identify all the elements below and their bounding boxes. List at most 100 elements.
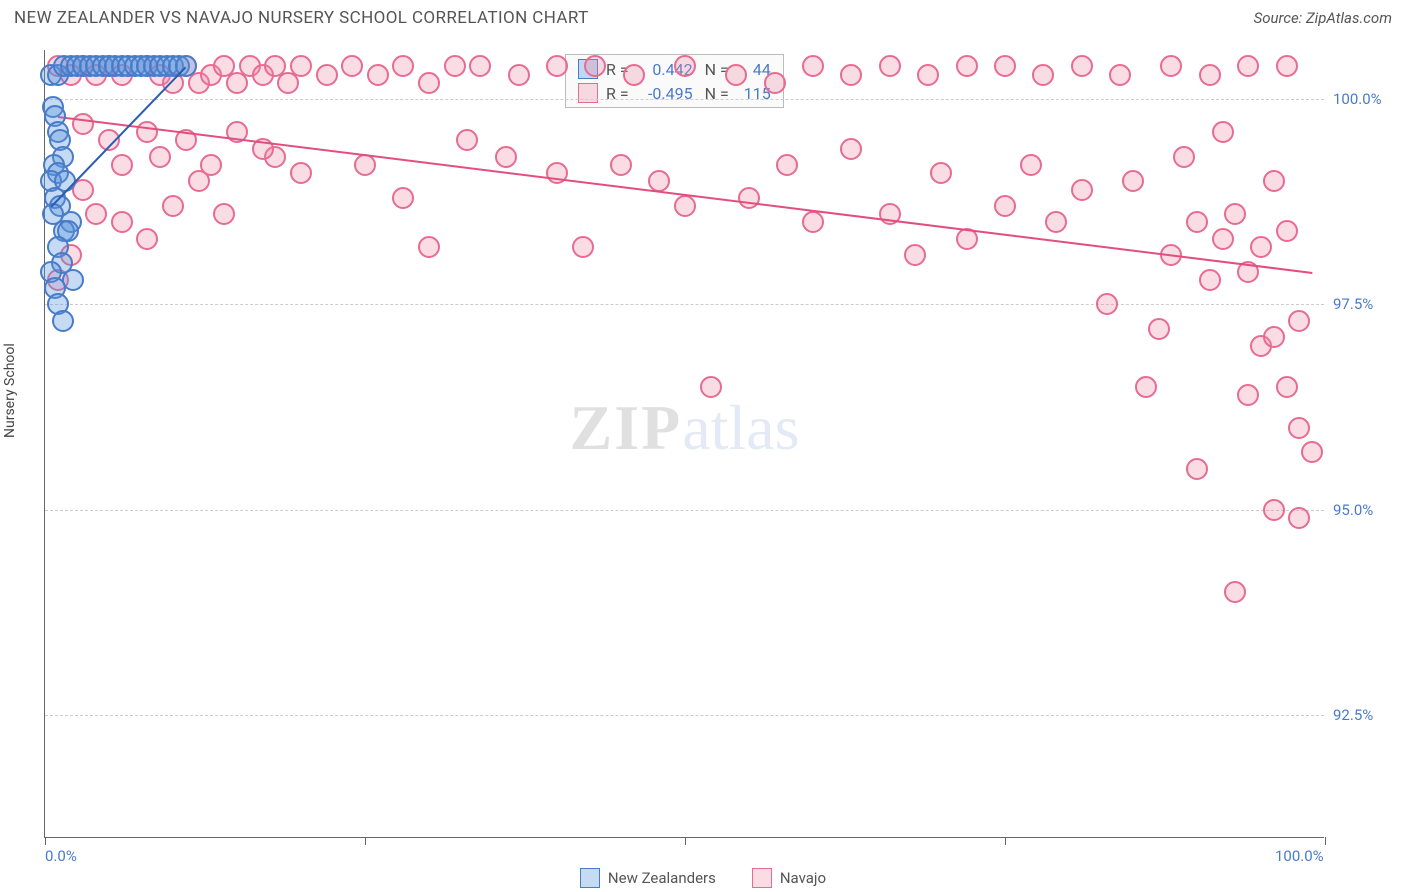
scatter-point bbox=[994, 55, 1016, 77]
scatter-point bbox=[802, 55, 824, 77]
scatter-point bbox=[1276, 376, 1298, 398]
scatter-point bbox=[1288, 310, 1310, 332]
stats-row: R =-0.495 N =115 bbox=[566, 81, 783, 105]
legend-item: New Zealanders bbox=[580, 868, 716, 888]
scatter-point bbox=[1224, 203, 1246, 225]
scatter-point bbox=[1288, 507, 1310, 529]
scatter-point bbox=[162, 195, 184, 217]
legend-swatch bbox=[580, 868, 600, 888]
scatter-point bbox=[1109, 64, 1131, 86]
scatter-point bbox=[1199, 269, 1221, 291]
scatter-point bbox=[674, 55, 696, 77]
scatter-point bbox=[456, 129, 478, 151]
y-gridline bbox=[45, 715, 1324, 716]
scatter-point bbox=[392, 187, 414, 209]
chart-plot-area: ZIPatlas R =0.442 N =44R =-0.495 N =115 … bbox=[44, 50, 1324, 838]
x-axis-min-label: 0.0% bbox=[45, 847, 77, 865]
scatter-point bbox=[111, 154, 133, 176]
scatter-point bbox=[623, 64, 645, 86]
scatter-point bbox=[1135, 376, 1157, 398]
scatter-point bbox=[290, 55, 312, 77]
y-gridline bbox=[45, 304, 1324, 305]
trend-line bbox=[58, 116, 1313, 274]
scatter-point bbox=[1199, 64, 1221, 86]
scatter-point bbox=[495, 146, 517, 168]
scatter-point bbox=[1045, 211, 1067, 233]
scatter-point bbox=[1224, 581, 1246, 603]
scatter-point bbox=[1276, 220, 1298, 242]
scatter-point bbox=[904, 244, 926, 266]
scatter-point bbox=[764, 72, 786, 94]
scatter-point bbox=[72, 113, 94, 135]
scatter-point bbox=[85, 203, 107, 225]
scatter-point bbox=[392, 55, 414, 77]
scatter-point bbox=[802, 211, 824, 233]
watermark: ZIPatlas bbox=[570, 391, 800, 465]
scatter-point bbox=[610, 154, 632, 176]
y-gridline bbox=[45, 510, 1324, 511]
scatter-point bbox=[444, 55, 466, 77]
scatter-point bbox=[1020, 154, 1042, 176]
scatter-point bbox=[738, 187, 760, 209]
scatter-point bbox=[917, 64, 939, 86]
scatter-point bbox=[469, 55, 491, 77]
watermark-zip: ZIP bbox=[570, 392, 683, 463]
scatter-point bbox=[546, 55, 568, 77]
x-tick bbox=[685, 837, 686, 845]
scatter-point bbox=[1212, 121, 1234, 143]
scatter-point bbox=[418, 72, 440, 94]
scatter-point bbox=[1288, 417, 1310, 439]
scatter-point bbox=[1237, 384, 1259, 406]
scatter-point bbox=[1096, 293, 1118, 315]
scatter-point bbox=[1250, 236, 1272, 258]
scatter-point bbox=[367, 64, 389, 86]
scatter-point bbox=[1071, 55, 1093, 77]
scatter-point bbox=[1212, 228, 1234, 250]
scatter-point bbox=[136, 228, 158, 250]
x-tick bbox=[365, 837, 366, 845]
scatter-point bbox=[584, 55, 606, 77]
scatter-point bbox=[725, 64, 747, 86]
x-tick bbox=[1325, 837, 1326, 845]
scatter-point bbox=[1148, 318, 1170, 340]
scatter-point bbox=[1173, 146, 1195, 168]
scatter-point bbox=[1263, 170, 1285, 192]
scatter-point bbox=[840, 138, 862, 160]
scatter-point bbox=[572, 236, 594, 258]
x-tick bbox=[1005, 837, 1006, 845]
scatter-point bbox=[674, 195, 696, 217]
y-axis-title: Nursery School bbox=[2, 343, 18, 438]
legend-label: Navajo bbox=[780, 869, 826, 887]
scatter-point bbox=[956, 55, 978, 77]
scatter-point bbox=[1301, 441, 1323, 463]
scatter-point bbox=[1263, 499, 1285, 521]
scatter-point bbox=[1160, 55, 1182, 77]
scatter-point bbox=[1032, 64, 1054, 86]
source-attribution: Source: ZipAtlas.com bbox=[1254, 9, 1392, 27]
scatter-point bbox=[52, 310, 74, 332]
scatter-point bbox=[341, 55, 363, 77]
scatter-point bbox=[1276, 55, 1298, 77]
x-tick bbox=[45, 837, 46, 845]
y-tick-label: 92.5% bbox=[1333, 706, 1373, 724]
chart-header: NEW ZEALANDER VS NAVAJO NURSERY SCHOOL C… bbox=[0, 0, 1406, 34]
scatter-point bbox=[1071, 179, 1093, 201]
scatter-point bbox=[1237, 55, 1259, 77]
scatter-point bbox=[700, 376, 722, 398]
scatter-point bbox=[930, 162, 952, 184]
scatter-point bbox=[1263, 326, 1285, 348]
scatter-point bbox=[213, 203, 235, 225]
watermark-atlas: atlas bbox=[682, 392, 799, 463]
legend-label: New Zealanders bbox=[608, 869, 716, 887]
y-tick-label: 97.5% bbox=[1333, 295, 1373, 313]
scatter-point bbox=[418, 236, 440, 258]
x-axis-max-label: 100.0% bbox=[1275, 847, 1374, 865]
scatter-point bbox=[1186, 211, 1208, 233]
chart-title: NEW ZEALANDER VS NAVAJO NURSERY SCHOOL C… bbox=[14, 8, 589, 28]
scatter-point bbox=[879, 55, 901, 77]
y-gridline bbox=[45, 99, 1324, 100]
scatter-point bbox=[1122, 170, 1144, 192]
y-tick-label: 95.0% bbox=[1333, 501, 1373, 519]
legend-swatch bbox=[752, 868, 772, 888]
scatter-point bbox=[840, 64, 862, 86]
